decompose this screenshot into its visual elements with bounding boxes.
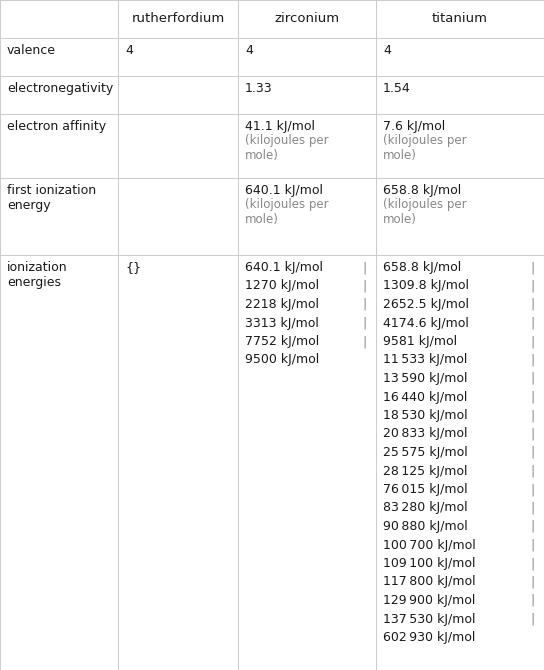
Text: (kilojoules per
mole): (kilojoules per mole) — [383, 134, 467, 162]
Bar — [238, 255, 376, 670]
Text: 658.8 kJ/mol: 658.8 kJ/mol — [383, 184, 461, 197]
Text: electron affinity: electron affinity — [7, 120, 106, 133]
Text: 18 530 kJ/mol: 18 530 kJ/mol — [383, 409, 468, 422]
Text: valence: valence — [7, 44, 56, 57]
Text: |: | — [530, 539, 534, 551]
Text: |: | — [530, 483, 534, 496]
Bar — [376, 114, 544, 178]
Text: (kilojoules per
mole): (kilojoules per mole) — [245, 134, 329, 162]
Text: 1309.8 kJ/mol: 1309.8 kJ/mol — [383, 279, 469, 293]
Text: 129 900 kJ/mol: 129 900 kJ/mol — [383, 594, 475, 607]
Text: |: | — [530, 372, 534, 385]
Text: 7752 kJ/mol: 7752 kJ/mol — [245, 335, 319, 348]
Bar — [376, 0, 544, 38]
Text: |: | — [530, 612, 534, 626]
Text: 4: 4 — [125, 44, 133, 57]
Text: 4174.6 kJ/mol: 4174.6 kJ/mol — [383, 316, 469, 330]
Text: |: | — [530, 576, 534, 588]
Text: 90 880 kJ/mol: 90 880 kJ/mol — [383, 520, 468, 533]
Text: |: | — [362, 335, 366, 348]
Text: |: | — [530, 316, 534, 330]
Bar — [0, 178, 118, 255]
Text: |: | — [530, 502, 534, 515]
Text: 602 930 kJ/mol: 602 930 kJ/mol — [383, 631, 475, 644]
Text: |: | — [362, 298, 366, 311]
Bar — [238, 114, 376, 178]
Text: 83 280 kJ/mol: 83 280 kJ/mol — [383, 502, 468, 515]
Text: electronegativity: electronegativity — [7, 82, 113, 95]
Bar — [0, 0, 118, 38]
Bar — [118, 178, 238, 255]
Text: |: | — [530, 261, 534, 274]
Text: |: | — [530, 409, 534, 422]
Text: 640.1 kJ/mol: 640.1 kJ/mol — [245, 184, 323, 197]
Text: |: | — [530, 594, 534, 607]
Text: |: | — [362, 261, 366, 274]
Bar — [238, 0, 376, 38]
Text: first ionization
energy: first ionization energy — [7, 184, 96, 212]
Text: ionization
energies: ionization energies — [7, 261, 67, 289]
Text: 137 530 kJ/mol: 137 530 kJ/mol — [383, 612, 475, 626]
Bar — [238, 76, 376, 114]
Bar — [376, 76, 544, 114]
Text: 2652.5 kJ/mol: 2652.5 kJ/mol — [383, 298, 469, 311]
Bar — [118, 114, 238, 178]
Bar — [376, 38, 544, 76]
Text: |: | — [530, 557, 534, 570]
Text: 3313 kJ/mol: 3313 kJ/mol — [245, 316, 319, 330]
Text: |: | — [530, 520, 534, 533]
Bar — [0, 76, 118, 114]
Text: |: | — [530, 298, 534, 311]
Text: 100 700 kJ/mol: 100 700 kJ/mol — [383, 539, 476, 551]
Text: |: | — [530, 464, 534, 478]
Text: 28 125 kJ/mol: 28 125 kJ/mol — [383, 464, 467, 478]
Bar — [118, 38, 238, 76]
Text: 4: 4 — [245, 44, 253, 57]
Text: |: | — [362, 279, 366, 293]
Text: 13 590 kJ/mol: 13 590 kJ/mol — [383, 372, 467, 385]
Text: 9581 kJ/mol: 9581 kJ/mol — [383, 335, 457, 348]
Bar — [0, 255, 118, 670]
Text: |: | — [530, 279, 534, 293]
Bar — [238, 178, 376, 255]
Text: 25 575 kJ/mol: 25 575 kJ/mol — [383, 446, 468, 459]
Text: |: | — [530, 354, 534, 366]
Text: 109 100 kJ/mol: 109 100 kJ/mol — [383, 557, 475, 570]
Text: |: | — [530, 335, 534, 348]
Text: (kilojoules per
mole): (kilojoules per mole) — [245, 198, 329, 226]
Bar — [0, 114, 118, 178]
Text: 2218 kJ/mol: 2218 kJ/mol — [245, 298, 319, 311]
Text: titanium: titanium — [432, 13, 488, 25]
Text: 1.33: 1.33 — [245, 82, 273, 95]
Text: rutherfordium: rutherfordium — [131, 13, 225, 25]
Text: zirconium: zirconium — [274, 13, 339, 25]
Text: 9500 kJ/mol: 9500 kJ/mol — [245, 354, 319, 366]
Text: 16 440 kJ/mol: 16 440 kJ/mol — [383, 391, 467, 403]
Bar — [118, 76, 238, 114]
Text: |: | — [530, 446, 534, 459]
Text: 4: 4 — [383, 44, 391, 57]
Text: 41.1 kJ/mol: 41.1 kJ/mol — [245, 120, 315, 133]
Text: |: | — [530, 427, 534, 440]
Text: 640.1 kJ/mol: 640.1 kJ/mol — [245, 261, 323, 274]
Text: 20 833 kJ/mol: 20 833 kJ/mol — [383, 427, 467, 440]
Text: 658.8 kJ/mol: 658.8 kJ/mol — [383, 261, 461, 274]
Text: {}: {} — [125, 261, 141, 274]
Bar — [0, 38, 118, 76]
Bar — [376, 255, 544, 670]
Text: |: | — [530, 391, 534, 403]
Text: 7.6 kJ/mol: 7.6 kJ/mol — [383, 120, 445, 133]
Text: 1270 kJ/mol: 1270 kJ/mol — [245, 279, 319, 293]
Text: 117 800 kJ/mol: 117 800 kJ/mol — [383, 576, 475, 588]
Bar — [238, 38, 376, 76]
Text: |: | — [362, 316, 366, 330]
Bar — [376, 178, 544, 255]
Text: 1.54: 1.54 — [383, 82, 411, 95]
Text: (kilojoules per
mole): (kilojoules per mole) — [383, 198, 467, 226]
Bar — [118, 255, 238, 670]
Text: 11 533 kJ/mol: 11 533 kJ/mol — [383, 354, 467, 366]
Bar — [118, 0, 238, 38]
Text: 76 015 kJ/mol: 76 015 kJ/mol — [383, 483, 468, 496]
